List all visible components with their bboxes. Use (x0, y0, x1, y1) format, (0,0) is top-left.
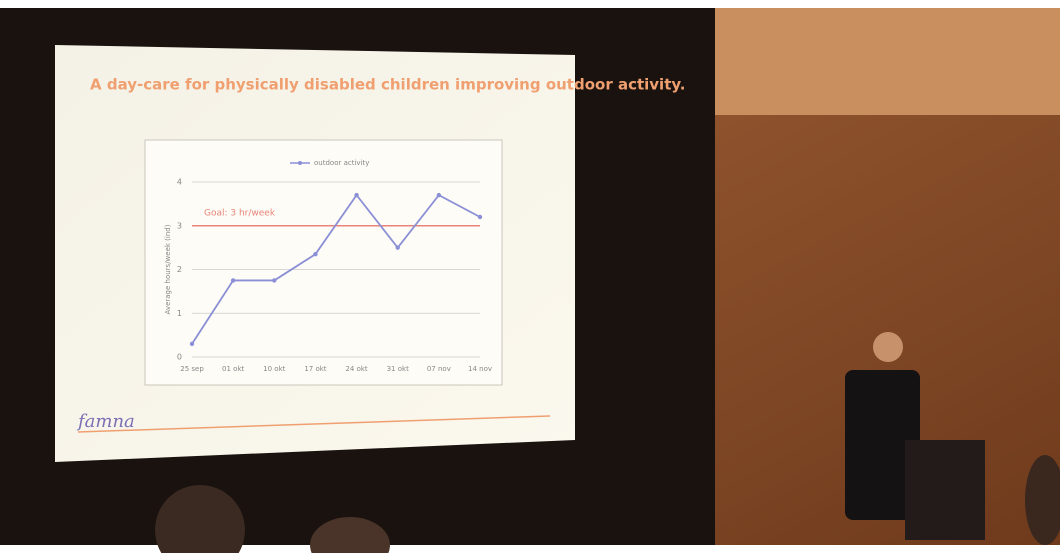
presenter-head (873, 332, 903, 362)
x-tick-label: 17 okt (304, 365, 326, 373)
y-tick-label: 3 (177, 221, 182, 230)
point (272, 278, 276, 282)
x-tick-label: 25 sep (180, 365, 204, 373)
legend-swatch (298, 161, 302, 165)
slide-title: A day-care for physically disabled child… (90, 76, 685, 94)
x-tick-label: 10 okt (263, 365, 285, 373)
legend-label: outdoor activity (314, 159, 369, 167)
page: {"slide": {"title": "A day-care for phys… (0, 0, 1060, 553)
point (313, 252, 317, 256)
point (478, 215, 482, 219)
x-tick-label: 07 nov (427, 365, 451, 373)
y-tick-label: 0 (177, 353, 182, 362)
photo: A day-care for physically disabled child… (0, 0, 1060, 553)
slide-footer: famna (76, 411, 135, 432)
y-axis-label: Average hours/week (ind) (164, 224, 172, 314)
point (437, 193, 441, 197)
ceiling (705, 0, 1060, 115)
photo-border (0, 0, 1060, 8)
y-tick-label: 4 (177, 178, 182, 187)
x-tick-label: 31 okt (387, 365, 409, 373)
lectern (905, 440, 985, 540)
y-tick-label: 1 (177, 309, 182, 318)
point (396, 245, 400, 249)
point (190, 342, 194, 346)
goal-label: Goal: 3 hr/week (204, 208, 276, 218)
chart-frame (145, 140, 502, 385)
y-tick-label: 2 (177, 265, 182, 274)
x-tick-label: 01 okt (222, 365, 244, 373)
x-tick-label: 24 okt (345, 365, 367, 373)
point (231, 278, 235, 282)
point (354, 193, 358, 197)
x-tick-label: 14 nov (468, 365, 492, 373)
